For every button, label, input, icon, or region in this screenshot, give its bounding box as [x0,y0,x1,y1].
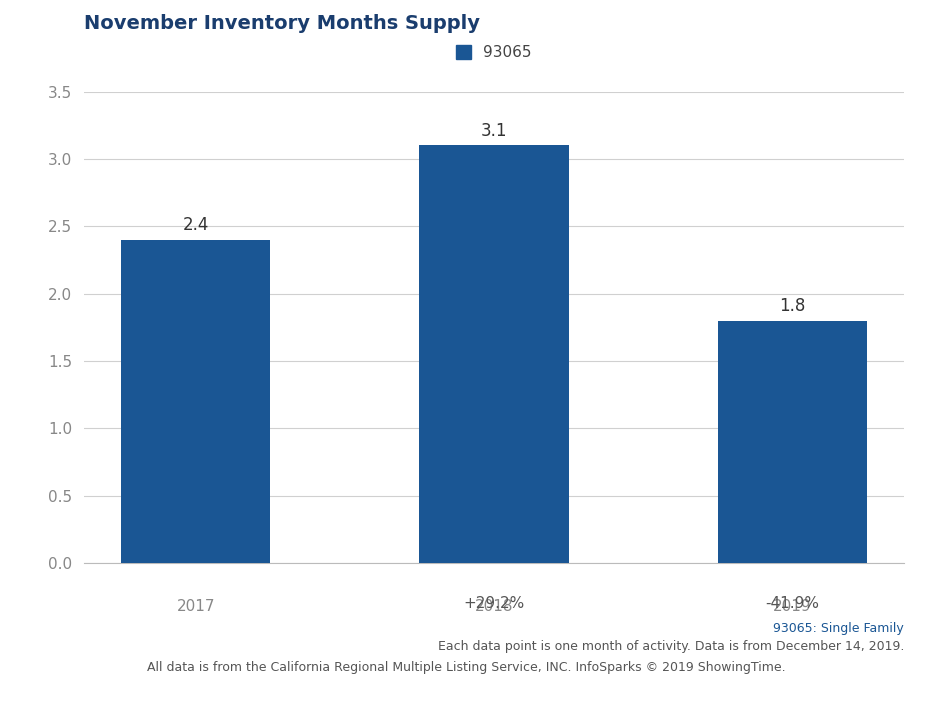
Bar [121,240,270,563]
Text: November Inventory Months Supply: November Inventory Months Supply [84,14,480,33]
Legend: 93065: 93065 [456,45,532,60]
Bar [419,146,569,563]
Text: 93065: Single Family: 93065: Single Family [774,622,904,635]
Text: 1.8: 1.8 [779,297,805,315]
Text: +29.2%: +29.2% [463,596,525,611]
Text: 3.1: 3.1 [481,122,507,140]
Text: -41.9%: -41.9% [765,596,819,611]
Bar [718,320,867,563]
Text: Each data point is one month of activity. Data is from December 14, 2019.: Each data point is one month of activity… [438,641,904,653]
Text: 2.4: 2.4 [183,216,209,234]
Text: All data is from the California Regional Multiple Listing Service, INC. InfoSpar: All data is from the California Regional… [146,662,786,674]
